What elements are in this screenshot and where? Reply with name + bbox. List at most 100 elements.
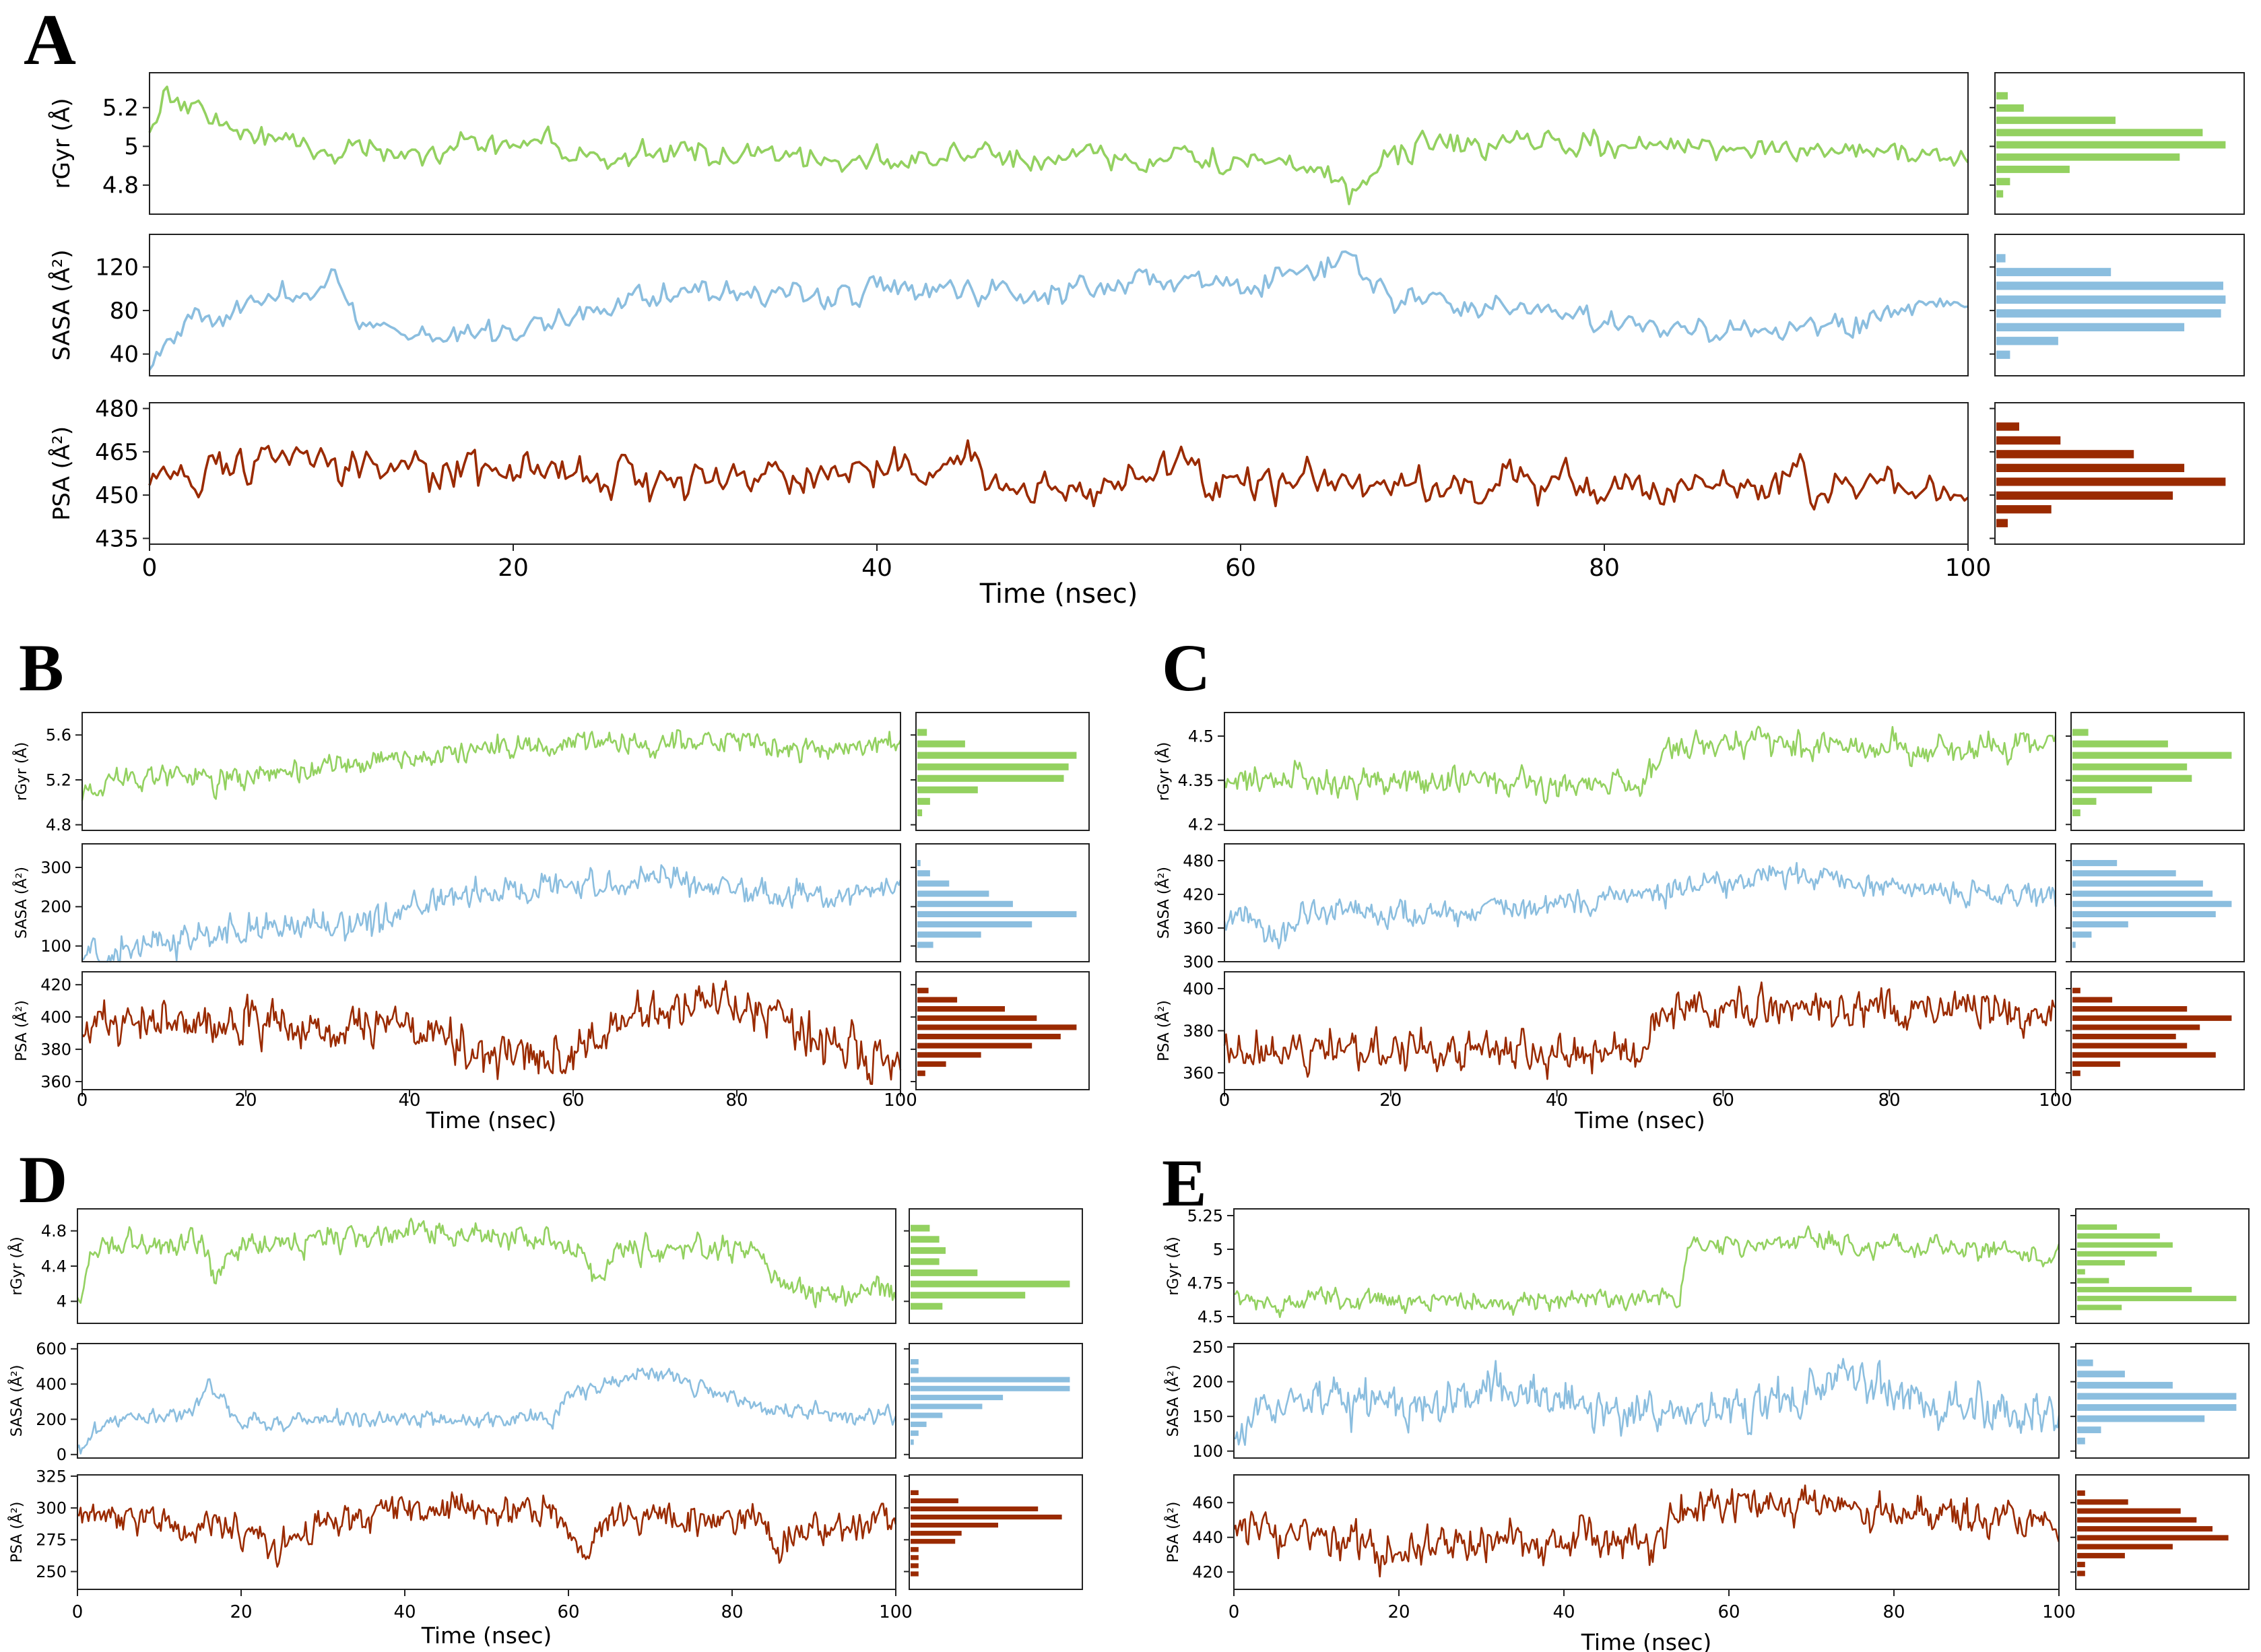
y-tick-label: 5.25: [1187, 1206, 1223, 1225]
y-tick-label: 250: [1192, 1338, 1223, 1357]
y-tick-label: 4: [57, 1292, 67, 1311]
y-axis-label: PSA (Å²): [12, 1000, 30, 1061]
histogram-bar: [2072, 1061, 2120, 1067]
row-sasa: 100 150 200 250 SASA (Å²): [1164, 1338, 2250, 1461]
plot-frame: [1233, 1208, 2060, 1324]
y-tick-label: 4.8: [102, 172, 139, 199]
histogram-bar: [2077, 1499, 2128, 1505]
y-tick-label: 400: [1183, 979, 1214, 998]
series-line-rgyr: [1233, 1225, 2060, 1319]
histogram-bar: [911, 1412, 943, 1418]
histogram-bar: [917, 809, 923, 816]
y-tick-label: 200: [40, 898, 71, 917]
y-tick-label: 4.35: [1178, 771, 1214, 790]
histogram-bar: [917, 763, 1069, 770]
y-axis-label: PSA (Å²): [7, 1502, 26, 1563]
y-tick-label: 5.2: [46, 770, 71, 789]
histogram-bar: [911, 1523, 998, 1528]
histogram-bar: [911, 1247, 946, 1254]
histogram-bar: [2072, 752, 2232, 759]
y-tick-label: 40: [110, 341, 139, 368]
histogram-bar: [2077, 1437, 2085, 1445]
row-psa: 250 275 300 325 PSA (Å²) 0 20 40 60 80 100: [7, 1467, 1083, 1622]
histogram-bar: [1996, 117, 2116, 125]
series-line-psa: [77, 1491, 897, 1568]
histogram-bar: [1996, 422, 2019, 431]
series-line-sasa: [76, 1367, 897, 1455]
row-psa: 360 380 400 PSA (Å²) 0 20 40 60 80 100: [1154, 971, 2245, 1111]
x-tick-label: 100: [2039, 1090, 2072, 1111]
x-tick-label: 0: [72, 1602, 84, 1622]
y-axis-label: PSA (Å²): [1154, 1000, 1173, 1061]
histogram-bar: [2072, 931, 2092, 938]
y-tick-label: 360: [1183, 1063, 1214, 1082]
series-line-psa: [148, 439, 1969, 511]
x-tick-label: 80: [1878, 1090, 1901, 1111]
histogram-bar: [911, 1571, 919, 1577]
x-tick-label: 0: [142, 554, 158, 582]
x-tick-label: 20: [230, 1602, 252, 1622]
histogram-frame: [909, 1343, 1083, 1459]
plot-frame: [81, 712, 901, 831]
row-sasa: 100 200 300 SASA (Å²): [12, 843, 1090, 963]
x-tick-label: 40: [861, 554, 892, 582]
histogram-frame: [2070, 971, 2245, 1090]
y-tick-label: 4.4: [41, 1257, 67, 1276]
histogram-bar: [2072, 997, 2113, 1003]
histogram-bar: [2077, 1251, 2157, 1257]
y-axis-label: SASA (Å²): [12, 867, 30, 939]
x-tick-label: 60: [1717, 1602, 1740, 1622]
histogram-bar: [1996, 282, 2223, 290]
histogram-frame: [2070, 712, 2245, 831]
histogram-bar: [911, 1403, 983, 1410]
histogram-bar: [917, 786, 978, 793]
series-line-sasa: [1233, 1358, 2060, 1446]
histogram-bar: [2077, 1260, 2125, 1266]
row-rgyr: 4.8 5.2 5.6 rGyr (Å): [12, 712, 1090, 834]
histogram-frame: [1994, 72, 2245, 215]
row-rgyr: 4.5 4.75 5 5.25 rGyr (Å): [1164, 1206, 2250, 1326]
histogram-bar: [911, 1302, 943, 1310]
y-tick-label: 5.6: [46, 726, 71, 745]
y-tick-label: 5.2: [102, 95, 139, 122]
histogram-bar: [2077, 1562, 2085, 1568]
histogram-bar: [2077, 1296, 2237, 1302]
plot-frame: [77, 1208, 896, 1324]
panel-label: B: [19, 630, 64, 705]
row-rgyr: 4 4.4 4.8 rGyr (Å): [7, 1208, 1083, 1324]
histogram-frame: [915, 971, 1090, 1090]
histogram-bar: [2077, 1224, 2118, 1230]
histogram-bar: [2077, 1404, 2237, 1411]
x-axis-label: Time (nsec): [421, 1622, 552, 1649]
x-tick-label: 20: [498, 554, 529, 582]
histogram-bar: [2077, 1359, 2093, 1366]
y-tick-label: 200: [36, 1410, 67, 1429]
row-psa: 360 380 400 420 PSA (Å²) 0 20 40 60 80 100: [12, 971, 1090, 1111]
histogram-bar: [2077, 1571, 2085, 1577]
histogram-bar: [2077, 1490, 2085, 1496]
y-tick-label: 325: [36, 1467, 67, 1486]
histogram-bar: [917, 752, 1077, 759]
histogram-bar: [1996, 129, 2203, 137]
histogram-bar: [917, 900, 1013, 907]
y-tick-label: 400: [40, 1008, 71, 1027]
histogram-bar: [2077, 1535, 2229, 1541]
y-tick-label: 420: [1183, 885, 1214, 904]
histogram-bar: [917, 1043, 1033, 1049]
plot-frame: [149, 234, 1969, 376]
histogram-bar: [2077, 1508, 2181, 1514]
histogram-bar: [2077, 1242, 2173, 1248]
y-axis-label: PSA (Å²): [48, 426, 75, 521]
histogram-bar: [2077, 1286, 2192, 1292]
histogram-bar: [911, 1368, 919, 1374]
y-tick-label: 275: [36, 1531, 67, 1550]
y-tick-label: 4.8: [46, 816, 71, 834]
histogram-bar: [2072, 1070, 2080, 1076]
histogram-bar: [2072, 921, 2128, 928]
y-tick-label: 300: [36, 1499, 67, 1518]
histogram-bar: [911, 1531, 962, 1536]
histogram-bar: [917, 797, 930, 805]
x-tick-label: 60: [1225, 554, 1256, 582]
